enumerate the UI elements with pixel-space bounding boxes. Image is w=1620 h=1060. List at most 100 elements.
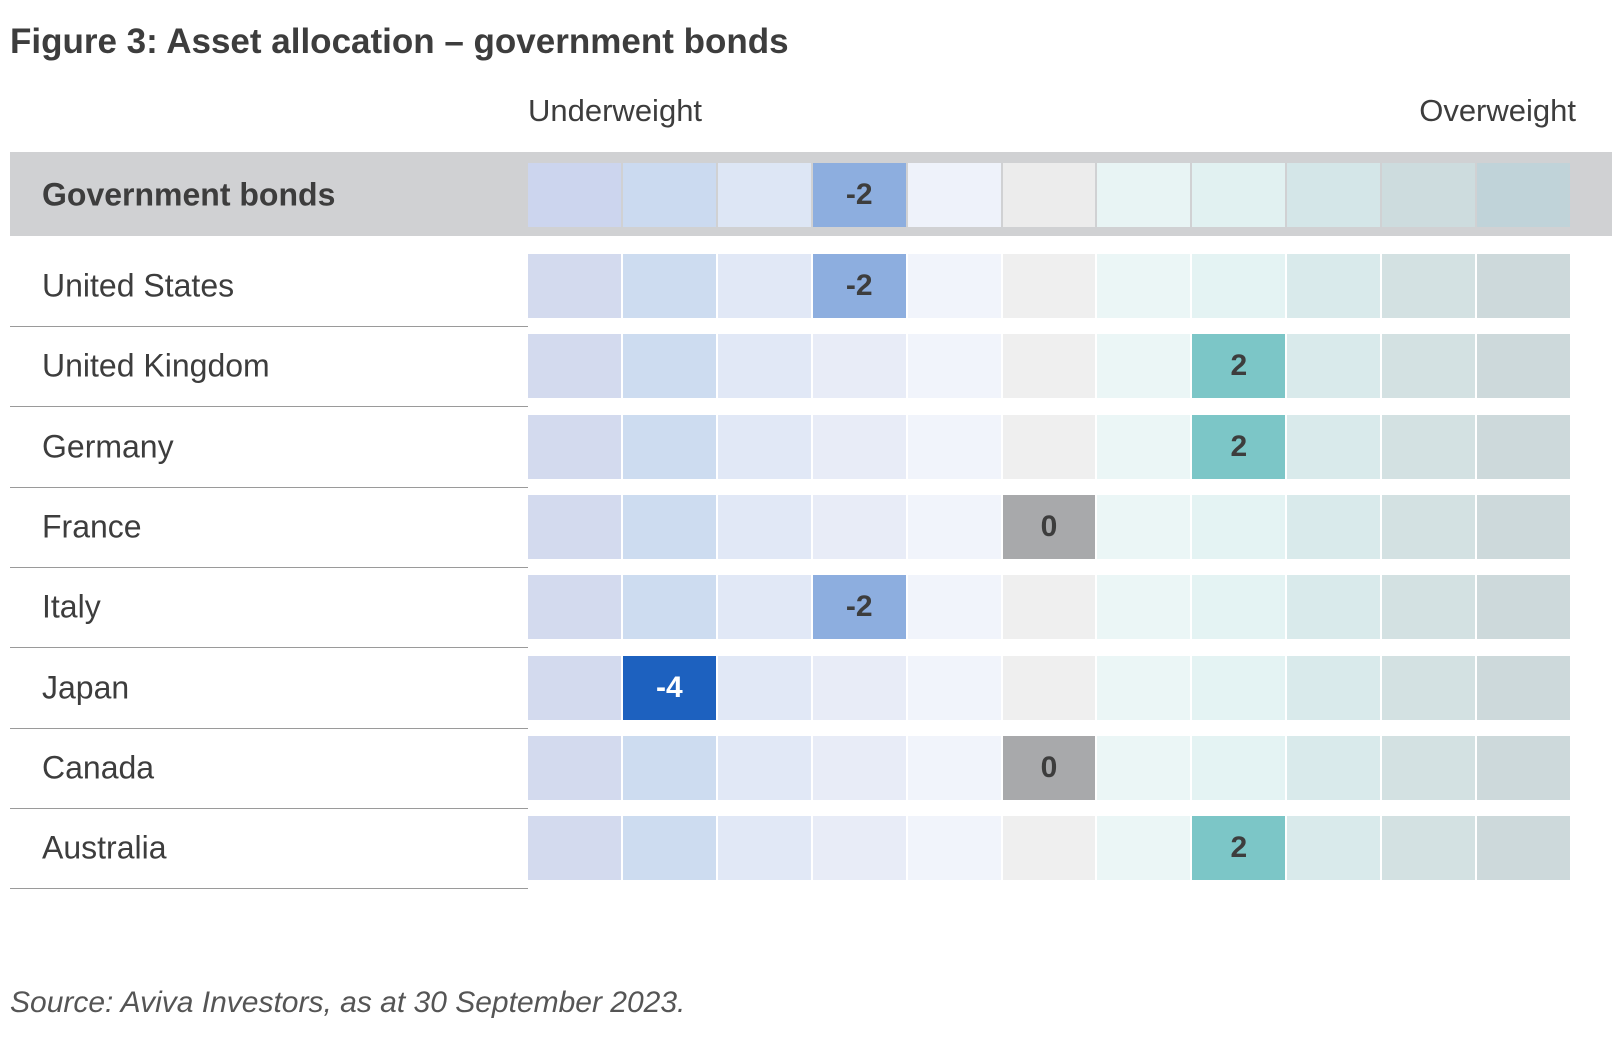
value-cell-germany: 2	[1192, 414, 1286, 479]
scale-cell	[622, 414, 716, 479]
scale-cell	[622, 163, 716, 227]
row-divider	[10, 567, 528, 568]
scale-cell	[1192, 655, 1286, 720]
value-cell-australia: 2	[1192, 816, 1286, 881]
scale-cell	[1097, 494, 1191, 559]
scale-cell	[528, 735, 621, 800]
row-label-italy: Italy	[42, 588, 101, 625]
scale-cell	[907, 414, 1001, 479]
scale-cell	[1287, 735, 1381, 800]
row-label-united-kingdom: United Kingdom	[42, 347, 270, 384]
scale-cell	[1097, 735, 1191, 800]
scale-cell	[1287, 575, 1381, 640]
scale-cell	[1287, 655, 1381, 720]
scale-cell	[1382, 735, 1476, 800]
scale-cell	[1477, 575, 1570, 640]
scale-cell	[1192, 575, 1286, 640]
scale-cell	[1382, 655, 1476, 720]
underweight-label: Underweight	[528, 93, 703, 128]
scale-cell	[528, 414, 621, 479]
scale-cell	[1002, 816, 1096, 881]
scale-cell	[1287, 494, 1381, 559]
row-label-germany: Germany	[42, 428, 174, 465]
scale-cell	[1477, 816, 1570, 881]
scale-cell	[1097, 655, 1191, 720]
scale-cell	[1192, 494, 1286, 559]
scale-cell	[528, 334, 621, 399]
scale-cell	[1002, 655, 1096, 720]
scale-cell	[1477, 494, 1570, 559]
scale-cell	[1002, 163, 1096, 227]
row-divider	[10, 808, 528, 809]
scale-cell	[622, 254, 716, 318]
scale-cell	[1477, 655, 1570, 720]
scale-cell	[812, 414, 906, 479]
scale-cell	[1382, 163, 1476, 227]
value-cell-france: 0	[1002, 494, 1096, 559]
scale-cell	[528, 816, 621, 881]
scale-cell	[907, 494, 1001, 559]
row-label-government-bonds: Government bonds	[42, 176, 336, 213]
scale-cell	[1097, 414, 1191, 479]
scale-cell	[622, 735, 716, 800]
scale-cell	[1002, 334, 1096, 399]
scale-cell	[1382, 816, 1476, 881]
scale-cell	[528, 163, 621, 227]
scale-cell	[907, 334, 1001, 399]
scale-cell	[812, 655, 906, 720]
scale-cell	[907, 655, 1001, 720]
scale-cell	[528, 494, 621, 559]
scale-cell	[1097, 334, 1191, 399]
scale-cell	[1287, 414, 1381, 479]
scale-cell	[1002, 575, 1096, 640]
scale-cell	[717, 575, 811, 640]
scale-cell	[622, 334, 716, 399]
scale-cell	[717, 163, 811, 227]
scale-cell	[812, 816, 906, 881]
value-cell-japan: -4	[622, 655, 716, 720]
scale-cell	[717, 494, 811, 559]
scale-cell	[1287, 254, 1381, 318]
row-label-france: France	[42, 508, 142, 545]
row-label-japan: Japan	[42, 669, 130, 705]
row-label-united-states: United States	[42, 267, 235, 304]
scale-cell	[1287, 334, 1381, 399]
scale-cell	[1002, 254, 1096, 318]
scale-cell	[1477, 735, 1570, 800]
scale-cell	[1002, 414, 1096, 479]
scale-cell	[812, 494, 906, 559]
value-cell-united-kingdom: 2	[1192, 334, 1286, 399]
row-label-canada: Canada	[42, 749, 155, 786]
scale-cell	[907, 735, 1001, 800]
row-divider	[10, 728, 528, 729]
scale-cell	[1192, 735, 1286, 800]
value-cell-united-states: -2	[812, 254, 906, 318]
scale-cell	[1382, 254, 1476, 318]
chart-title: Figure 3: Asset allocation – government …	[10, 22, 789, 61]
scale-cell	[622, 494, 716, 559]
scale-cell	[1382, 414, 1476, 479]
scale-cell	[812, 334, 906, 399]
scale-cell	[1097, 254, 1191, 318]
scale-cell	[1097, 816, 1191, 881]
scale-cell	[528, 254, 621, 318]
row-divider	[10, 326, 528, 327]
scale-cell	[528, 575, 621, 640]
scale-cell	[907, 254, 1001, 318]
scale-cell	[907, 575, 1001, 640]
row-divider	[10, 647, 528, 648]
scale-cell	[1192, 163, 1286, 227]
scale-cell	[717, 334, 811, 399]
row-label-australia: Australia	[42, 829, 167, 866]
scale-cell	[1477, 254, 1570, 318]
scale-cell	[528, 655, 621, 720]
scale-cell	[1097, 163, 1191, 227]
scale-cell	[812, 735, 906, 800]
scale-cell	[717, 735, 811, 800]
overweight-label: Overweight	[1419, 93, 1576, 128]
scale-cell	[717, 816, 811, 881]
value-cell-canada: 0	[1002, 735, 1096, 800]
scale-cell	[907, 163, 1001, 227]
scale-cell	[717, 414, 811, 479]
row-divider	[10, 487, 528, 488]
